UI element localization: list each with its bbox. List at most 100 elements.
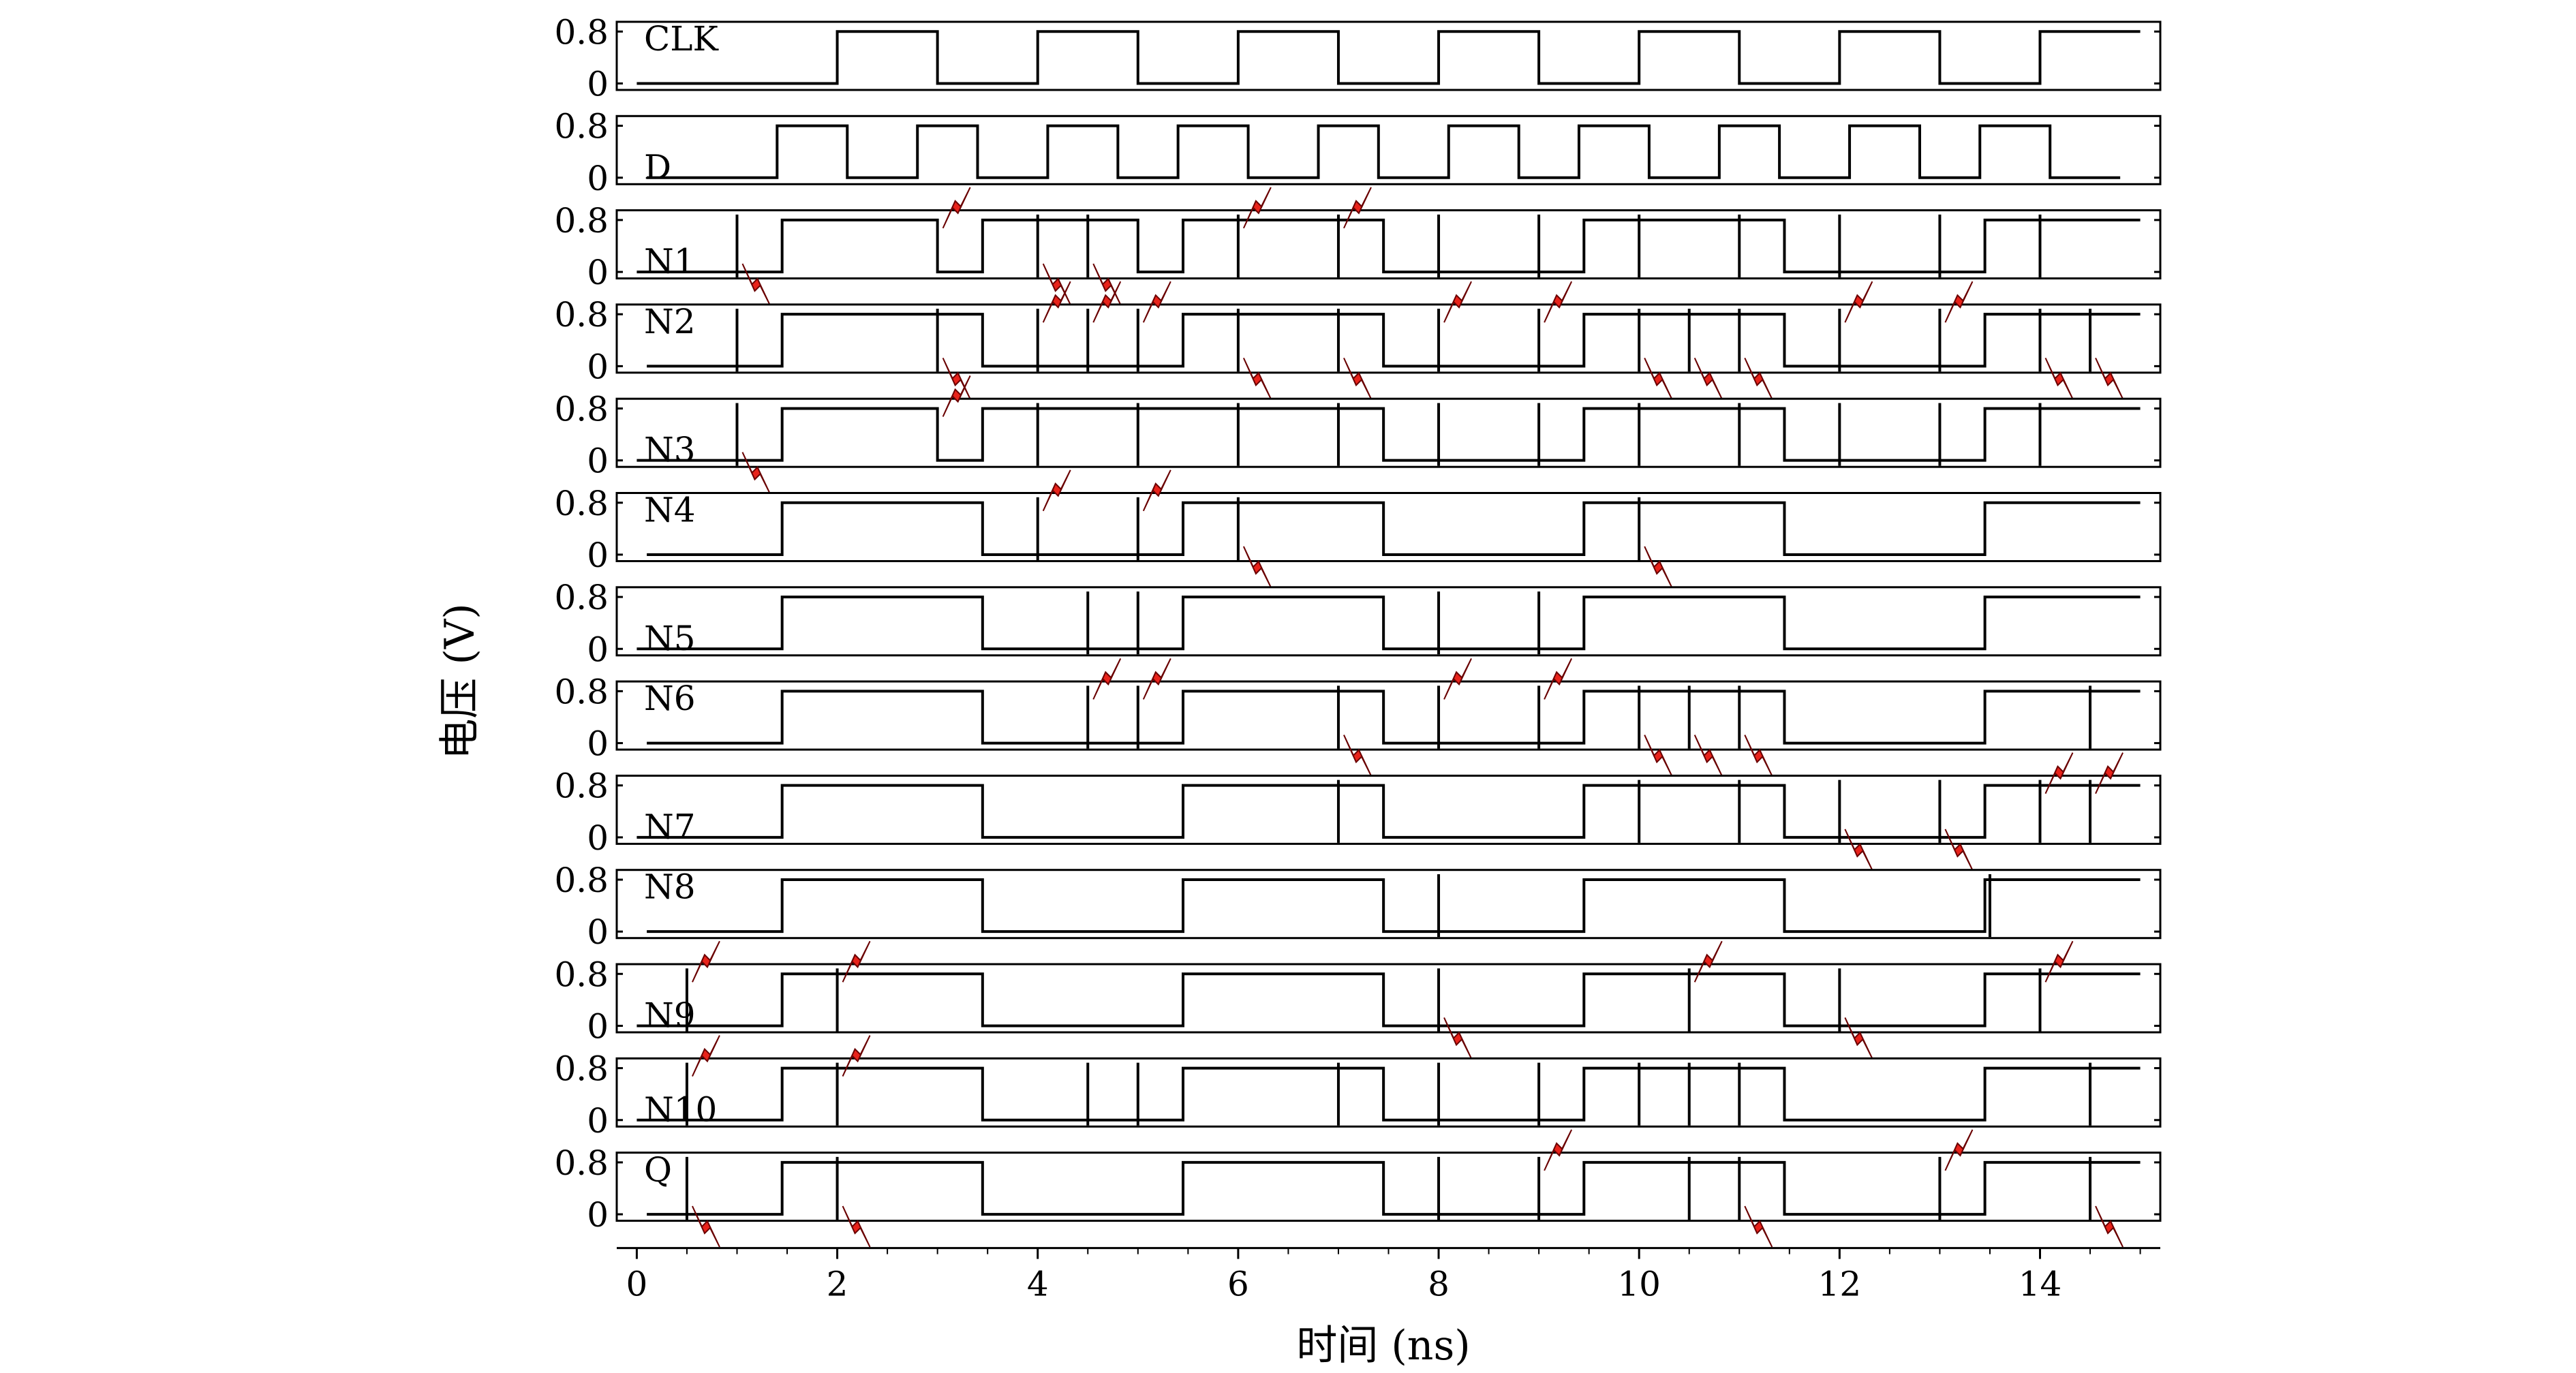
node-label: N5	[644, 619, 696, 658]
panel-n2: 0.8 0 N2	[554, 281, 2162, 399]
strike-icon	[2095, 752, 2123, 795]
strike-icon	[942, 187, 971, 229]
strike-icon	[1744, 357, 1773, 399]
panel-frame	[615, 869, 2162, 940]
panel-n8: 0.8 0 N8	[554, 861, 2162, 952]
strike-icon	[1142, 658, 1171, 700]
trace	[647, 501, 2141, 556]
strike-icon	[1443, 658, 1472, 700]
trace	[647, 124, 2121, 179]
trace	[637, 784, 2141, 839]
trace	[637, 30, 2141, 85]
strike-icon	[942, 375, 971, 417]
strike-icon	[1343, 187, 1372, 229]
strike-icon	[1644, 735, 1673, 777]
strike-icon	[692, 1205, 720, 1248]
strike-icon	[1844, 1017, 1873, 1059]
trace	[647, 1160, 2141, 1216]
strike-icon	[2044, 752, 2074, 795]
strike-icon	[1092, 658, 1122, 700]
y-tick-label: 0.8	[554, 389, 609, 429]
strike-icon	[1693, 357, 1723, 399]
node-label: N6	[644, 679, 696, 718]
y-tick-label: 0	[587, 442, 609, 481]
trace	[647, 313, 2141, 368]
panel-n1: 0.8 0 N1	[554, 187, 2162, 305]
strike-icon	[1744, 1205, 1773, 1248]
y-tick-label: 0.8	[554, 578, 609, 617]
node-label: N7	[644, 807, 696, 846]
strike-icon	[2095, 357, 2123, 399]
strike-icon	[2044, 357, 2074, 399]
node-label: N4	[644, 491, 696, 530]
y-tick-label: 0	[587, 347, 609, 386]
y-tick-label: 0	[587, 536, 609, 575]
y-tick-label: 0	[587, 912, 609, 952]
strike-icon	[1944, 281, 1974, 323]
panel-frame	[615, 774, 2162, 845]
strike-icon	[1644, 357, 1673, 399]
x-axis: 0 2 4 6 8 10 12 14	[617, 1247, 2160, 1304]
trace	[637, 407, 2141, 462]
panel-frame	[615, 209, 2162, 280]
panel-frame	[615, 114, 2162, 185]
y-tick-label: 0	[587, 159, 609, 198]
x-axis-label: 时间 (ns)	[1296, 1322, 1470, 1370]
panel-frame	[615, 303, 2162, 374]
x-tick-label: 10	[1617, 1265, 1661, 1304]
panel-frame	[615, 586, 2162, 657]
y-tick-label: 0.8	[554, 107, 609, 146]
y-tick-label: 0	[587, 818, 609, 858]
y-tick-label: 0.8	[554, 12, 609, 52]
panel-frame	[615, 20, 2162, 91]
y-tick-label: 0.8	[554, 767, 609, 806]
node-label: Q	[644, 1150, 672, 1190]
panel-frame	[615, 1152, 2162, 1222]
y-tick-label: 0	[587, 253, 609, 292]
strike-icon	[692, 940, 720, 983]
y-tick-label: 0	[587, 1195, 609, 1235]
strike-icon	[1944, 1129, 1974, 1171]
strike-icon	[842, 940, 871, 983]
y-tick-label: 0	[587, 1101, 609, 1141]
strike-icon	[1844, 281, 1873, 323]
panel-n10: 0.8 0 N10	[554, 1035, 2162, 1141]
panel-frame	[615, 492, 2162, 562]
strike-icon	[1042, 469, 1071, 512]
strike-icon	[1092, 281, 1122, 323]
x-tick-label: 14	[2019, 1265, 2062, 1304]
x-tick-label: 6	[1227, 1265, 1249, 1304]
node-label: N3	[644, 430, 696, 469]
panel-n6: 0.8 0 N6	[554, 658, 2162, 777]
strike-icon	[1242, 546, 1272, 588]
strike-icon	[842, 1035, 871, 1077]
trace	[637, 596, 2141, 651]
node-label: N1	[644, 242, 696, 281]
y-axis-label: 电压 (V)	[436, 603, 484, 759]
y-tick-label: 0.8	[554, 201, 609, 241]
panel-frame	[615, 963, 2162, 1034]
trace	[647, 690, 2141, 745]
y-tick-label: 0.8	[554, 672, 609, 711]
strike-icon	[1142, 281, 1171, 323]
strike-icon	[1343, 735, 1372, 777]
trace	[637, 972, 2141, 1028]
strike-icon	[1042, 281, 1071, 323]
strike-icon	[1544, 281, 1573, 323]
strike-icon	[1443, 281, 1472, 323]
strike-icon	[1644, 546, 1673, 588]
strike-icon	[1242, 357, 1272, 399]
strike-icon	[1844, 829, 1873, 871]
strike-icon	[2095, 1205, 2123, 1248]
panel-frame	[615, 1057, 2162, 1128]
y-tick-label: 0.8	[554, 295, 609, 335]
strike-icon	[1443, 1017, 1472, 1059]
strike-icon	[741, 263, 771, 305]
strike-icon	[1544, 658, 1573, 700]
trace	[637, 1066, 2141, 1122]
strike-icon	[1944, 829, 1974, 871]
strike-icon	[1744, 735, 1773, 777]
panel-n5: 0.8 0 N5	[554, 578, 2162, 669]
node-label: D	[644, 147, 671, 187]
